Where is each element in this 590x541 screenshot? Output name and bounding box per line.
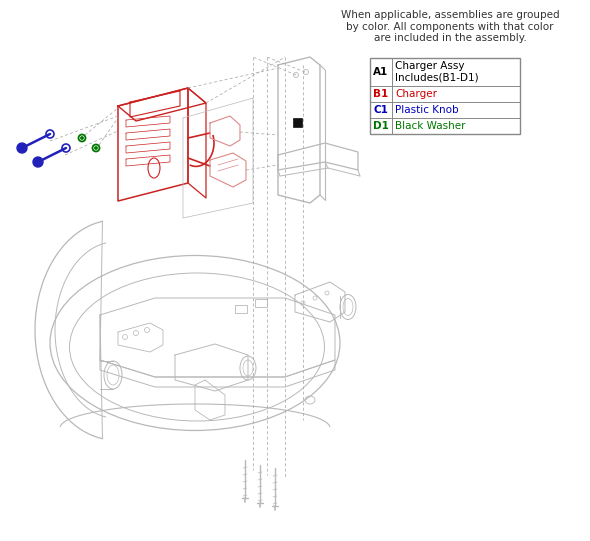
Text: Charger Assy
Includes(B1-D1): Charger Assy Includes(B1-D1) bbox=[395, 61, 478, 83]
Text: Plastic Knob: Plastic Knob bbox=[395, 105, 458, 115]
Text: B1: B1 bbox=[373, 89, 389, 99]
Text: When applicable, assemblies are grouped
by color. All components with that color: When applicable, assemblies are grouped … bbox=[340, 10, 559, 43]
Circle shape bbox=[33, 157, 43, 167]
Bar bbox=[370, 58, 520, 134]
Circle shape bbox=[17, 143, 27, 153]
Bar bbox=[293, 118, 302, 127]
Circle shape bbox=[81, 137, 83, 139]
Bar bbox=[255, 299, 267, 307]
Circle shape bbox=[95, 147, 97, 149]
Text: D1: D1 bbox=[373, 121, 389, 131]
Text: C1: C1 bbox=[373, 105, 388, 115]
Text: Black Washer: Black Washer bbox=[395, 121, 466, 131]
Text: Charger: Charger bbox=[395, 89, 437, 99]
Bar bbox=[235, 305, 247, 313]
Text: A1: A1 bbox=[373, 67, 389, 77]
